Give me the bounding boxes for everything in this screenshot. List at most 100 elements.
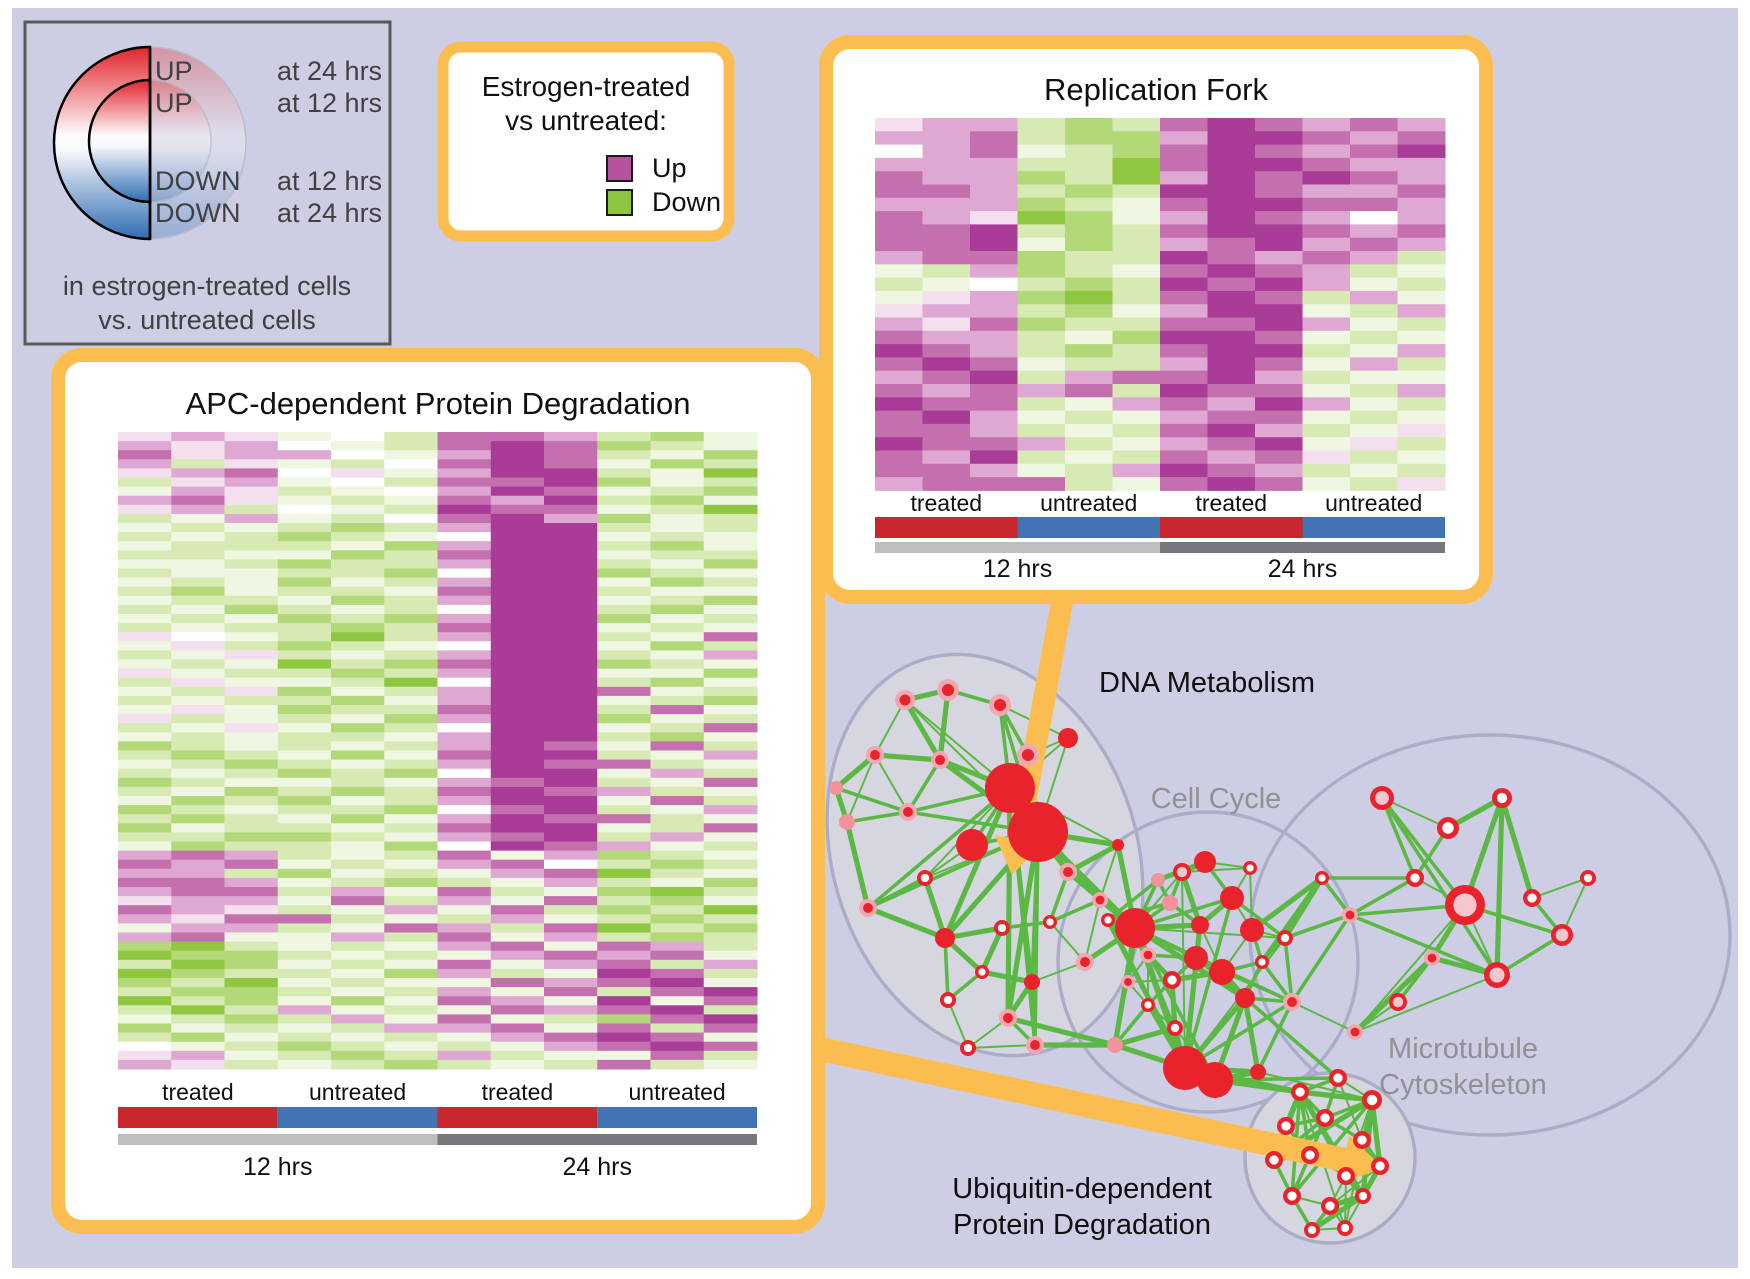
heatmap-cell [970, 304, 1018, 318]
heatmap-cell [703, 814, 758, 824]
heatmap-cell [544, 841, 598, 852]
network-edge [1381, 797, 1449, 829]
updown-gradient-glyph [52, 45, 247, 241]
replication-fork-heatmap [875, 118, 1446, 491]
heatmap-cell [437, 550, 492, 560]
node-white-center [1318, 874, 1326, 882]
heatmap-cell [171, 786, 225, 797]
node-red-core [899, 694, 911, 706]
heatmap-cell [384, 887, 438, 897]
node-white-center [1583, 873, 1593, 883]
heatmap-cell [703, 595, 758, 606]
heatmap-cell [597, 686, 651, 697]
heatmap-cell [597, 1023, 651, 1034]
heatmap-cell [118, 905, 172, 915]
heatmap-cell [224, 1050, 279, 1061]
heatmap-cell [1302, 290, 1351, 305]
heatmap-cell [650, 859, 705, 870]
heatmap-cell [703, 968, 758, 979]
heatmap-cell [1302, 437, 1351, 451]
heatmap-cell [224, 659, 279, 670]
heatmap-cell [331, 777, 385, 788]
heatmap-cell [1255, 171, 1303, 185]
heatmap-cell [1112, 197, 1161, 212]
heatmap-cell [118, 577, 172, 588]
time-label: 24 hrs [563, 1153, 632, 1181]
heatmap-cell [650, 459, 705, 469]
heatmap-cell [384, 859, 438, 870]
replication-fork-annotations: treated untreated treated untreated 12 hrs 24… [875, 490, 1445, 583]
heatmap-cell [970, 344, 1018, 358]
node-white-center [1527, 893, 1537, 903]
heatmap-cell [597, 668, 651, 679]
apc-heatmap [118, 432, 758, 1070]
heatmap-cell [1255, 131, 1303, 146]
heatmap-cell [437, 996, 492, 1006]
heatmap-cell [922, 171, 971, 185]
heatmap-cell [331, 1059, 385, 1070]
network-edge [1354, 904, 1466, 1033]
heatmap-cell [331, 841, 385, 852]
heatmap-cell [597, 887, 651, 897]
heatmap-cell [544, 896, 598, 906]
heatmap-cell [650, 1041, 705, 1052]
node-solid-red [1197, 1062, 1233, 1098]
heatmap-cell [384, 504, 438, 515]
node-white-center [1246, 864, 1254, 872]
heatmap-cell [331, 796, 385, 806]
heatmap-cell [331, 759, 385, 770]
node-salmon [839, 814, 855, 830]
heatmap-cell [1065, 410, 1113, 425]
heatmap-cell [118, 595, 172, 606]
heatmap-cell [1350, 197, 1398, 212]
heatmap-cell [922, 277, 971, 292]
heatmap-cell [331, 896, 385, 906]
heatmap-cell [224, 623, 279, 633]
heatmap-cell [1302, 463, 1351, 478]
heatmap-cell [1255, 344, 1303, 358]
heatmap-cell [118, 586, 172, 597]
heatmap-cell [1017, 397, 1066, 412]
heatmap-cell [597, 723, 651, 733]
heatmap-cell [118, 896, 172, 906]
heatmap-cell [1350, 344, 1398, 358]
network-edge [1256, 1001, 1294, 1073]
heatmap-cell [490, 604, 545, 615]
heatmap-cell [1112, 304, 1161, 318]
heatmap-cell [171, 1050, 225, 1061]
heatmap-cell [1207, 264, 1256, 279]
heatmap-cell [875, 211, 923, 225]
heatmap-cell [1397, 290, 1446, 305]
heatmap-cell [118, 668, 172, 679]
heatmap-cell [118, 714, 172, 724]
heatmap-cell [1065, 157, 1113, 172]
heatmap-cell [1160, 144, 1208, 159]
heatmap-cell [437, 1005, 492, 1015]
heatmap-cell [544, 887, 598, 897]
heatmap-cell [437, 677, 492, 688]
heatmap-cell [224, 732, 279, 742]
heatmap-cell [597, 614, 651, 624]
heatmap-cell [490, 695, 545, 706]
heatmap-cell [384, 814, 438, 824]
heatmap-cell [544, 759, 598, 770]
network-edge [1349, 913, 1498, 977]
legend-down-12-time: at 12 hrs [277, 166, 382, 196]
heatmap-cell [437, 968, 492, 979]
time-label: 12 hrs [243, 1153, 312, 1181]
heatmap-cell [875, 237, 923, 252]
heatmap-cell [437, 495, 492, 506]
heatmap-cell [1207, 251, 1256, 265]
heatmap-cell [650, 513, 705, 524]
heatmap-cell [331, 996, 385, 1006]
heatmap-cell [544, 486, 598, 497]
heatmap-cell [490, 996, 545, 1006]
heatmap-cell [970, 277, 1018, 292]
heatmap-cell [650, 495, 705, 506]
heatmap-cell [922, 264, 971, 279]
heatmap-cell [1255, 251, 1303, 265]
heatmap-cell [970, 370, 1018, 385]
heatmap-cell [171, 814, 225, 824]
heatmap-cell [597, 568, 651, 579]
heatmap-cell [597, 432, 651, 442]
